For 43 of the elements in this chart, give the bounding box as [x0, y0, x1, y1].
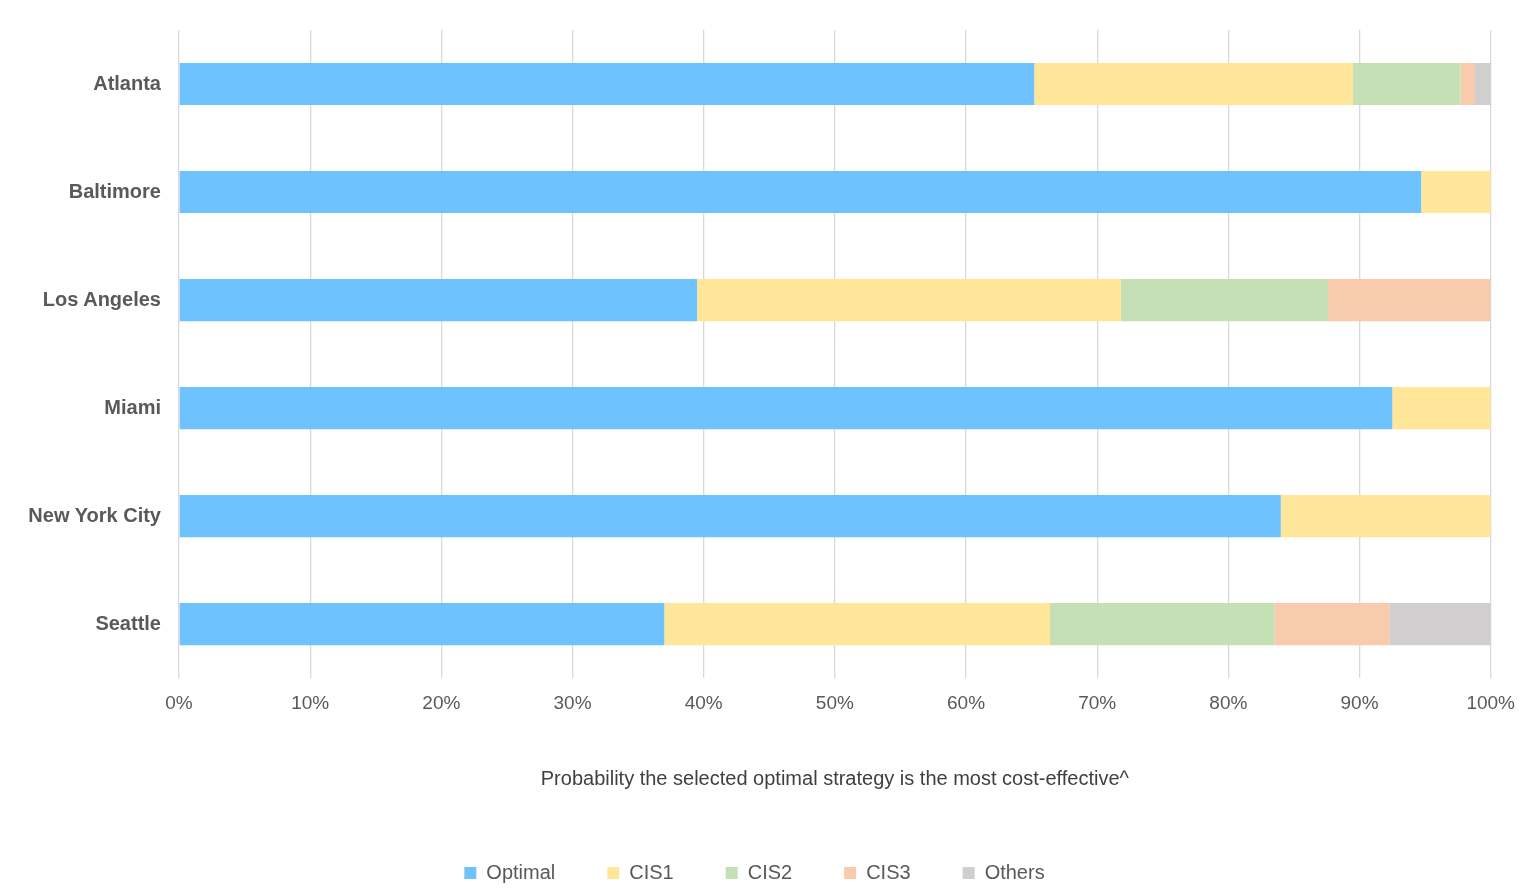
- x-tick-label: 30%: [553, 691, 592, 713]
- y-tick-label: Seattle: [95, 611, 161, 634]
- x-tick-label: 60%: [947, 691, 986, 713]
- x-tick-label: 70%: [1078, 691, 1117, 713]
- bar: [1474, 62, 1491, 106]
- y-tick-label: Miami: [104, 395, 161, 418]
- x-tick-label: 50%: [815, 691, 854, 713]
- bar: [1274, 603, 1390, 646]
- x-tick-label: 0%: [165, 691, 193, 713]
- y-tick-label: Atlanta: [93, 71, 162, 94]
- bar: [1389, 603, 1491, 646]
- legend-label: Others: [984, 860, 1045, 883]
- bar: [1352, 62, 1461, 106]
- bar: [1280, 495, 1491, 538]
- bar: [697, 279, 1121, 322]
- bar: [179, 495, 1281, 538]
- legend-label: CIS2: [747, 860, 793, 883]
- y-tick-label: Baltimore: [68, 179, 161, 202]
- bar: [1049, 603, 1275, 646]
- bar: [1328, 279, 1491, 322]
- bar: [1460, 62, 1475, 106]
- y-tick-label: Los Angeles: [42, 287, 161, 310]
- x-tick-label: 10%: [291, 691, 330, 713]
- x-tick-label: 80%: [1209, 691, 1248, 713]
- x-tick-label: 20%: [422, 691, 461, 713]
- legend-label: CIS3: [866, 860, 911, 883]
- bar: [179, 62, 1035, 106]
- bar: [179, 170, 1422, 214]
- legend-label: Optimal: [486, 860, 556, 883]
- x-tick-label: 90%: [1340, 691, 1379, 713]
- x-tick-label: 100%: [1466, 691, 1516, 713]
- bar: [179, 603, 665, 646]
- bar: [179, 387, 1393, 430]
- bar: [1034, 62, 1353, 106]
- bar: [664, 603, 1050, 646]
- y-tick-label: New York City: [28, 503, 162, 526]
- x-axis-title: Probability the selected optimal strategy is the most cost-effective^: [540, 766, 1130, 789]
- x-tick-label: 40%: [684, 691, 723, 713]
- bar: [1120, 279, 1329, 322]
- legend-label: CIS1: [629, 860, 674, 883]
- bar: [1392, 387, 1491, 430]
- bar: [179, 279, 698, 322]
- bar: [1421, 170, 1491, 214]
